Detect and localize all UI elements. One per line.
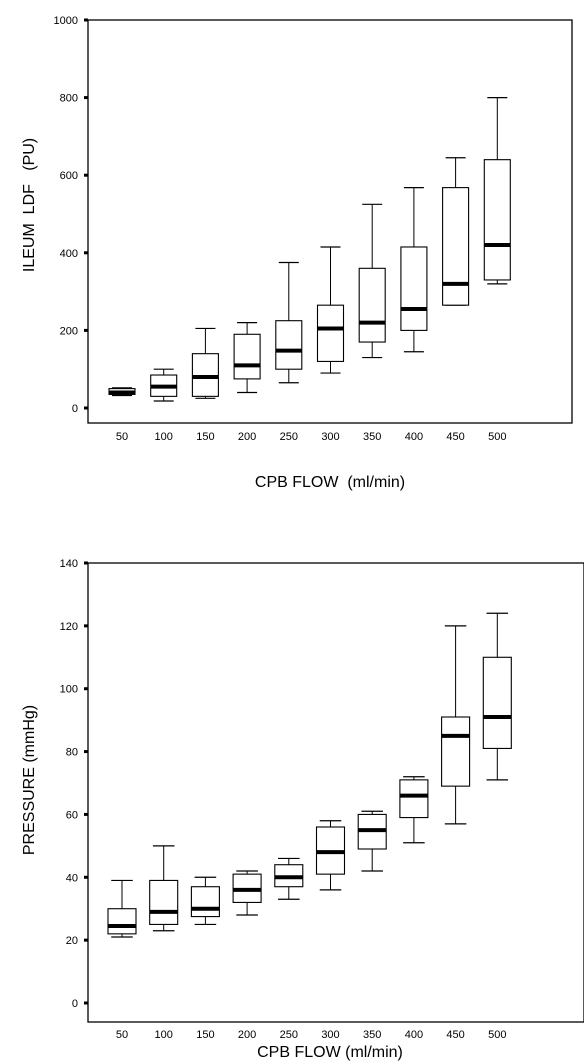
box-500 <box>483 96 511 285</box>
x-tick-label: 100 <box>155 1029 173 1041</box>
x-tick-label: 300 <box>321 431 339 443</box>
y-tick-label: 20 <box>66 935 78 947</box>
box-iqr <box>483 159 511 281</box>
box-series <box>107 612 512 938</box>
y-tick-label: 140 <box>60 558 78 570</box>
y-tick-label: 60 <box>66 809 78 821</box>
y-tick-label: 40 <box>66 872 78 884</box>
x-tick-label: 100 <box>155 431 173 443</box>
box-iqr <box>107 908 137 935</box>
box-150 <box>191 327 219 399</box>
y-tick-label: 100 <box>60 684 78 696</box>
y-tick-label: 120 <box>60 621 78 633</box>
x-tick-label: 400 <box>405 1029 423 1041</box>
x-tick-label: 400 <box>405 431 423 443</box>
box-350 <box>357 810 387 872</box>
y-axis-label: ILEUM LDF (PU) <box>21 138 38 272</box>
x-tick-labels: 50 100 150 200 250 300 350 400 450 500 <box>116 1029 507 1041</box>
x-tick-label: 250 <box>280 1029 298 1041</box>
y-tick-label: 0 <box>72 403 78 415</box>
x-tick-label: 450 <box>446 1029 464 1041</box>
x-tick-labels: 50 100 150 200 250 300 350 400 450 500 <box>116 431 507 443</box>
x-tick-label: 500 <box>488 431 506 443</box>
box-300 <box>316 246 345 374</box>
y-tick-label: 80 <box>66 747 78 759</box>
x-tick-label: 50 <box>116 431 128 443</box>
x-tick-label: 300 <box>321 1029 339 1041</box>
box-200 <box>233 322 261 394</box>
box-iqr <box>400 246 428 331</box>
box-iqr <box>399 779 429 819</box>
y-tick-label: 600 <box>60 170 78 182</box>
box-iqr <box>442 187 470 306</box>
plot-frame <box>87 19 573 424</box>
y-tick-label: 1000 <box>54 15 78 27</box>
box-100 <box>150 368 178 402</box>
x-tick-label: 350 <box>363 1029 381 1041</box>
box-iqr <box>233 333 261 380</box>
x-axis-label: CPB FLOW (ml/min) <box>257 1044 403 1061</box>
x-tick-label: 450 <box>446 431 464 443</box>
chart-pressure: 0 20 40 60 80 100 120 140 50 100 150 200 250 300 350 4… <box>21 558 584 1061</box>
x-axis-label: CPB FLOW (ml/min) <box>255 474 405 491</box>
y-tick-label: 400 <box>60 248 78 260</box>
box-iqr <box>190 886 220 918</box>
box-300 <box>315 820 346 891</box>
y-tick-label: 800 <box>60 93 78 105</box>
y-tick-labels: 0 20 40 60 80 100 120 140 <box>60 558 88 1010</box>
box-500 <box>482 612 512 781</box>
chart-ileum-ldf: 0 200 400 600 800 1000 50 100 150 200 250 300 350 40… <box>21 15 573 491</box>
x-tick-label: 200 <box>238 1029 256 1041</box>
x-tick-label: 50 <box>116 1029 128 1041</box>
box-250 <box>275 261 303 384</box>
box-100 <box>149 845 179 932</box>
box-iqr <box>358 267 386 343</box>
box-400 <box>400 187 428 353</box>
box-iqr <box>149 879 179 925</box>
plot-frame <box>87 562 584 1023</box>
x-tick-label: 350 <box>363 431 381 443</box>
y-axis-label: PRESSURE (mmHg) <box>21 705 38 855</box>
box-50 <box>108 387 136 397</box>
box-450 <box>442 157 470 306</box>
box-350 <box>358 203 386 359</box>
box-50 <box>107 879 137 938</box>
y-tick-label: 0 <box>72 998 78 1010</box>
x-tick-label: 500 <box>488 1029 506 1041</box>
box-iqr <box>441 716 471 787</box>
box-450 <box>441 625 471 825</box>
box-series <box>108 96 511 402</box>
box-200 <box>232 870 262 916</box>
x-tick-label: 150 <box>196 1029 214 1041</box>
box-250 <box>274 857 304 900</box>
y-tick-labels: 0 200 400 600 800 1000 <box>54 15 88 415</box>
box-150 <box>190 876 220 926</box>
box-iqr <box>316 304 345 362</box>
y-tick-label: 200 <box>60 325 78 337</box>
box-iqr <box>275 320 303 370</box>
x-tick-label: 200 <box>238 431 256 443</box>
x-tick-label: 250 <box>280 431 298 443</box>
box-400 <box>399 776 429 844</box>
x-tick-label: 150 <box>196 431 214 443</box>
box-iqr <box>482 656 512 749</box>
